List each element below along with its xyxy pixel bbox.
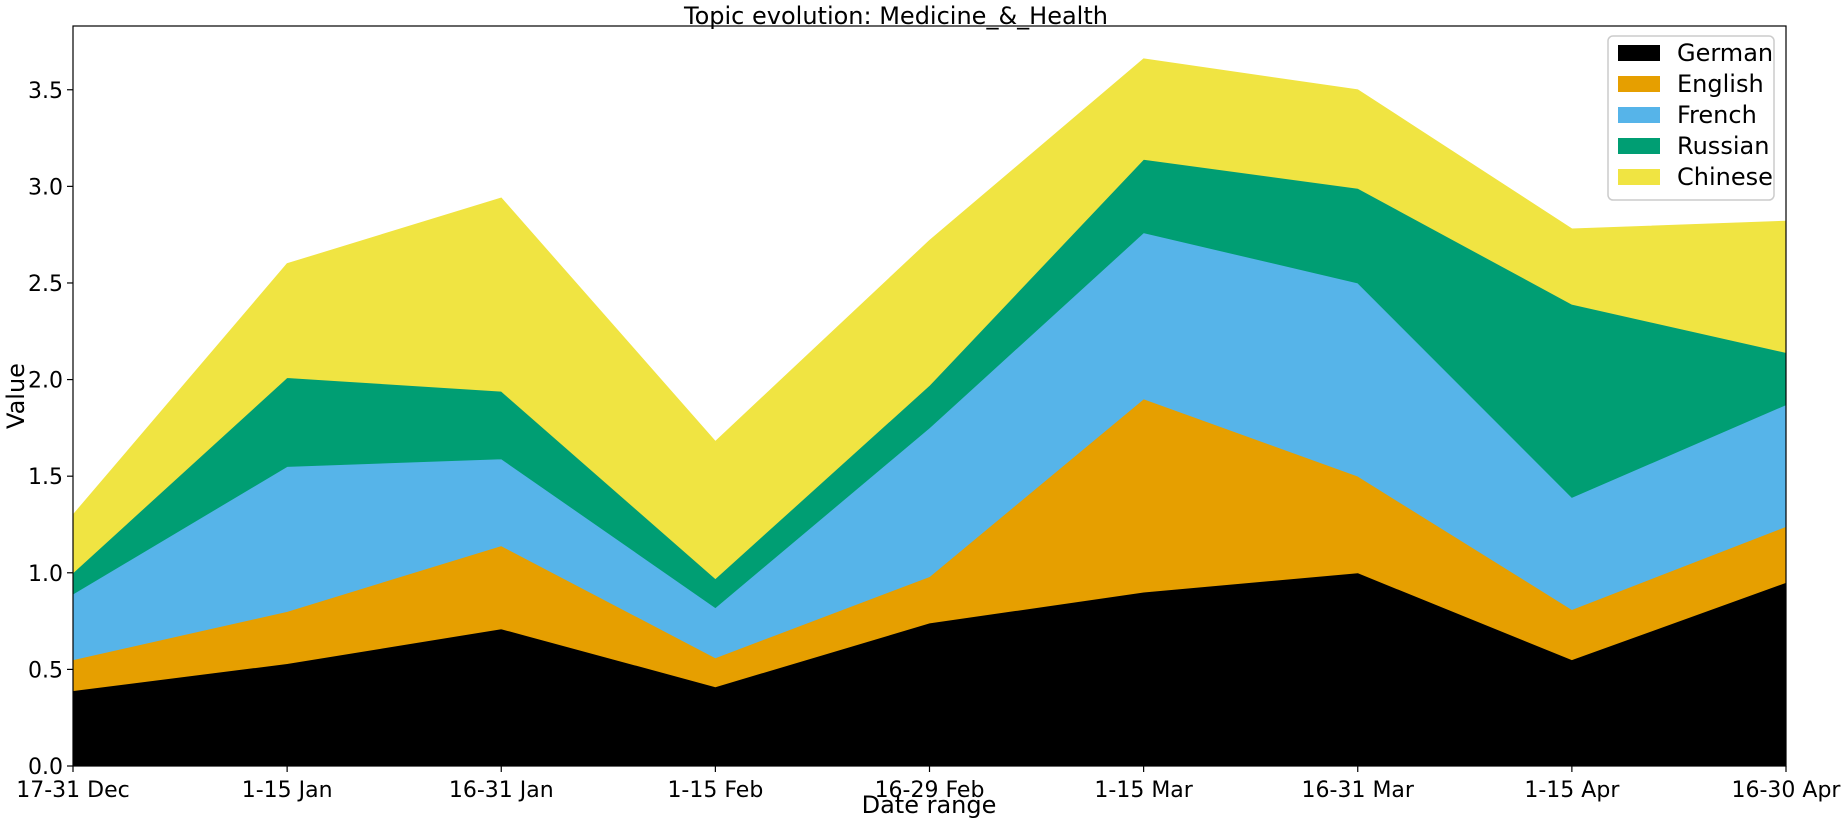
chart-title: Topic evolution: Medicine_&_Health (683, 2, 1108, 30)
y-tick-label: 3.5 (28, 79, 63, 104)
y-tick-label: 1.5 (28, 465, 63, 490)
x-tick-label: 1-15 Apr (1524, 778, 1620, 803)
legend-swatch-german (1618, 45, 1660, 61)
legend: German English French Russian Chinese (1607, 35, 1775, 201)
x-tick-label: 17-31 Dec (16, 778, 130, 803)
legend-swatch-english (1618, 76, 1660, 92)
y-tick-label: 0.0 (28, 755, 63, 780)
x-tick-label: 1-15 Mar (1094, 778, 1193, 803)
x-tick-label: 16-31 Jan (449, 778, 554, 803)
y-axis-ticks: 0.0 0.5 1.0 1.5 2.0 2.5 3.0 3.5 (28, 79, 73, 780)
legend-swatch-chinese (1618, 169, 1660, 185)
x-axis-title: Date range (862, 791, 997, 819)
x-tick-label: 16-30 Apr (1732, 778, 1842, 803)
y-tick-label: 2.5 (28, 272, 63, 297)
x-tick-label: 16-31 Mar (1302, 778, 1415, 803)
y-axis-title: Value (2, 363, 30, 429)
x-axis-ticks: 17-31 Dec 1-15 Jan 16-31 Jan 1-15 Feb 16-29 … (16, 766, 1841, 803)
area-layers (72, 58, 1787, 767)
x-tick-label: 1-15 Jan (242, 778, 333, 803)
y-tick-label: 3.0 (28, 175, 63, 200)
legend-swatch-russian (1618, 138, 1660, 154)
x-tick-label: 1-15 Feb (667, 778, 763, 803)
legend-label-french: French (1677, 101, 1757, 129)
legend-label-english: English (1677, 70, 1764, 98)
legend-label-chinese: Chinese (1677, 163, 1773, 191)
y-tick-label: 1.0 (28, 562, 63, 587)
legend-label-german: German (1677, 39, 1773, 67)
y-tick-label: 2.0 (28, 369, 63, 394)
legend-swatch-french (1618, 107, 1660, 123)
y-tick-label: 0.5 (28, 658, 63, 683)
x-tick-label: 16-29 Feb (875, 778, 985, 803)
legend-label-russian: Russian (1677, 132, 1769, 160)
